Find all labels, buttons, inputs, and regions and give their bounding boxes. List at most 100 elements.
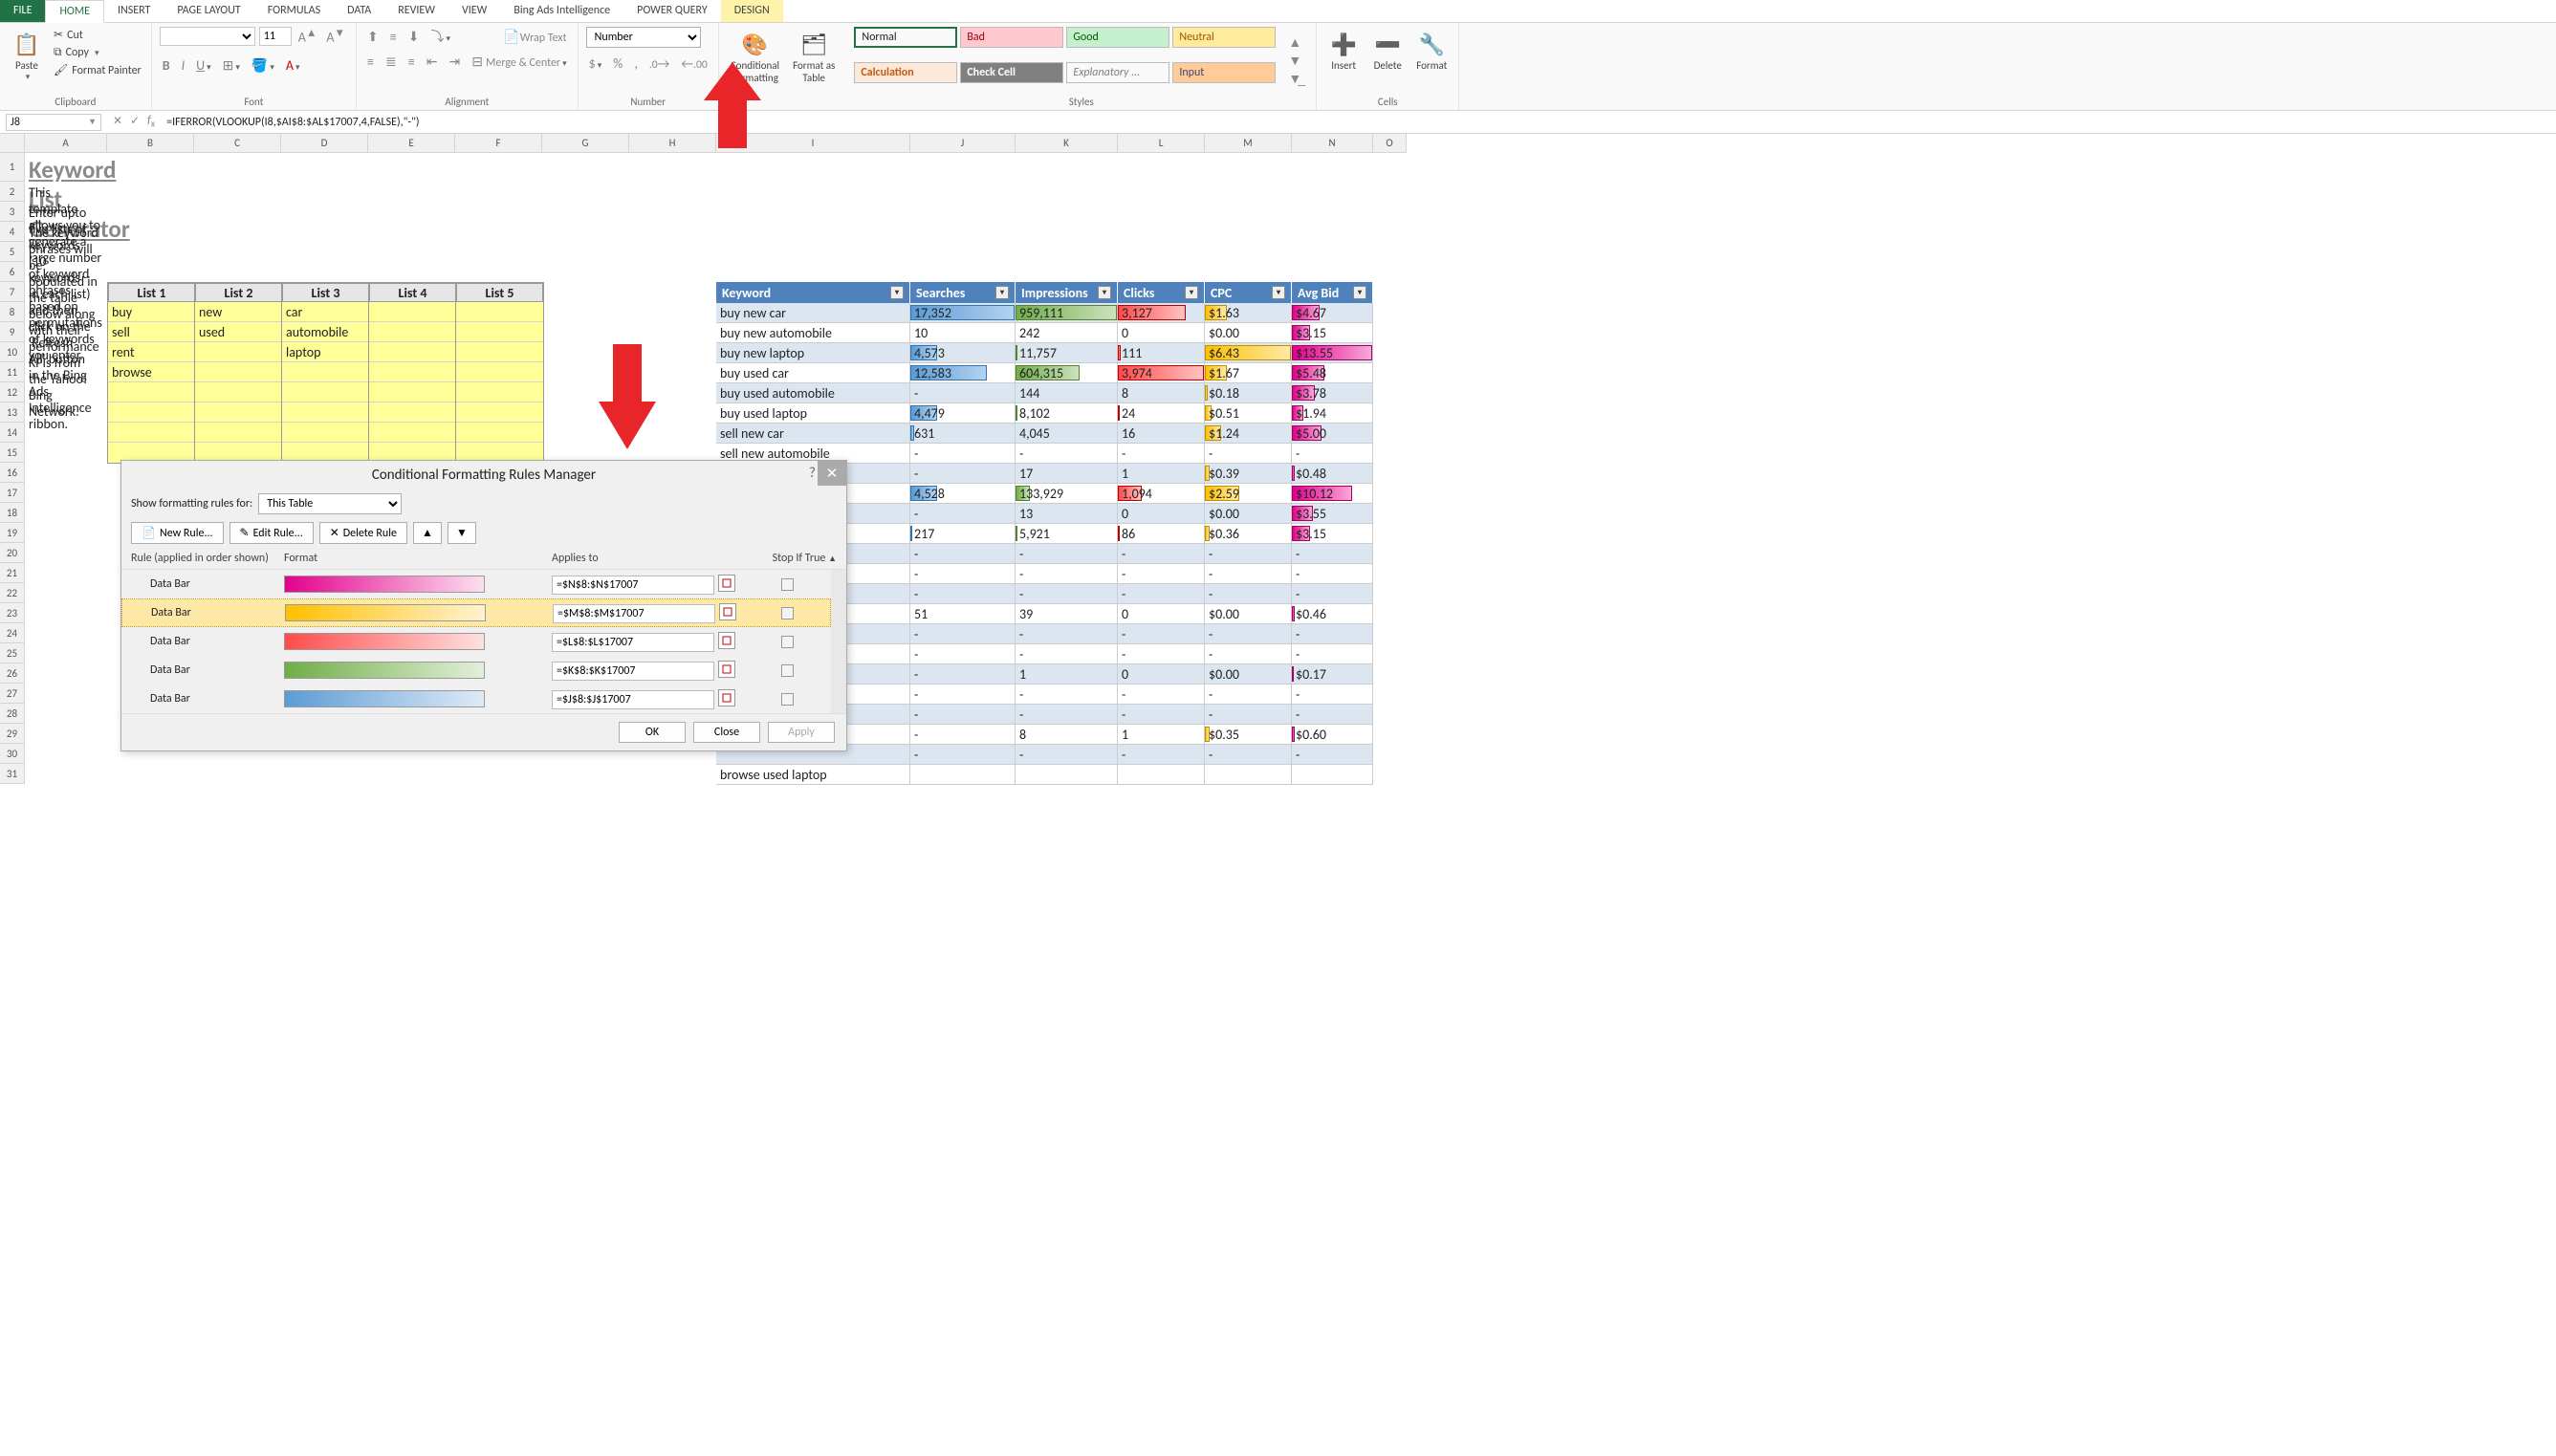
- row-header-18[interactable]: 18: [0, 503, 25, 523]
- style-gallery[interactable]: Normal Bad Good Neutral Calculation Chec…: [854, 27, 1276, 94]
- data-cell[interactable]: 0: [1118, 604, 1205, 624]
- row-header-19[interactable]: 19: [0, 523, 25, 543]
- row-header-1[interactable]: 1: [0, 153, 25, 182]
- dt-header-keyword[interactable]: Keyword▾: [716, 282, 910, 303]
- data-cell[interactable]: -: [910, 584, 1016, 604]
- font-color-button[interactable]: A▾: [283, 57, 303, 74]
- data-cell[interactable]: 0: [1118, 504, 1205, 524]
- stop-if-true-checkbox[interactable]: [781, 607, 794, 619]
- stop-if-true-checkbox[interactable]: [781, 578, 794, 591]
- data-cell[interactable]: 1: [1016, 664, 1118, 685]
- list-cell[interactable]: [108, 402, 194, 423]
- table-row[interactable]: buy new car17,352959,1113,127$1.63$4.67: [716, 303, 1373, 323]
- data-cell[interactable]: -: [1118, 624, 1205, 644]
- style-scroll-down[interactable]: ▼: [1285, 53, 1304, 69]
- tab-power-query[interactable]: POWER QUERY: [623, 0, 721, 22]
- data-cell[interactable]: $0.36: [1205, 524, 1292, 544]
- align-middle-button[interactable]: ≡: [387, 29, 400, 45]
- paste-button[interactable]: 📋 Paste ▾: [8, 27, 46, 94]
- data-cell[interactable]: 1,094: [1118, 484, 1205, 504]
- data-cell[interactable]: -: [1292, 564, 1373, 584]
- col-header-M[interactable]: M: [1205, 134, 1292, 153]
- list-cell[interactable]: [195, 362, 281, 382]
- filter-icon[interactable]: ▾: [1185, 286, 1198, 299]
- data-cell[interactable]: 4,479: [910, 403, 1016, 424]
- row-header-6[interactable]: 6: [0, 262, 25, 282]
- row-header-7[interactable]: 7: [0, 282, 25, 302]
- data-cell[interactable]: 11,757: [1016, 343, 1118, 363]
- stop-if-true-checkbox[interactable]: [781, 693, 794, 706]
- range-selector-button[interactable]: [718, 689, 735, 706]
- format-cells-button[interactable]: 🔧Format: [1412, 27, 1451, 94]
- data-cell[interactable]: -: [1205, 544, 1292, 564]
- list-cell[interactable]: [456, 362, 543, 382]
- data-cell[interactable]: -: [1118, 685, 1205, 705]
- style-normal[interactable]: Normal: [854, 27, 957, 48]
- data-cell[interactable]: 133,929: [1016, 484, 1118, 504]
- rule-row[interactable]: Data Bar: [121, 627, 831, 656]
- list-cell[interactable]: [369, 342, 455, 362]
- list-cell[interactable]: [369, 362, 455, 382]
- rule-row[interactable]: Data Bar: [121, 598, 831, 627]
- orientation-button[interactable]: ⤵▾: [428, 27, 454, 46]
- style-more[interactable]: ▼̲: [1285, 71, 1304, 87]
- range-selector-button[interactable]: [718, 661, 735, 678]
- row-header-13[interactable]: 13: [0, 402, 25, 423]
- align-top-button[interactable]: ⬆: [364, 29, 382, 45]
- list-cell[interactable]: [108, 423, 194, 443]
- data-cell[interactable]: [1016, 765, 1118, 785]
- data-cell[interactable]: 4,528: [910, 484, 1016, 504]
- list-cell[interactable]: [456, 402, 543, 423]
- rule-row[interactable]: Data Bar: [121, 685, 831, 713]
- row-header-14[interactable]: 14: [0, 423, 25, 443]
- col-header-F[interactable]: F: [455, 134, 542, 153]
- row-header-8[interactable]: 8: [0, 302, 25, 322]
- align-center-button[interactable]: ≣: [382, 54, 400, 70]
- data-cell[interactable]: $0.48: [1292, 464, 1373, 484]
- select-all-corner[interactable]: [0, 134, 25, 153]
- tab-insert[interactable]: INSERT: [104, 0, 164, 22]
- col-header-J[interactable]: J: [910, 134, 1016, 153]
- indent-inc-button[interactable]: ⇥: [446, 54, 463, 70]
- list-cell[interactable]: [282, 402, 368, 423]
- table-row[interactable]: sell new car6314,04516$1.24$5.00: [716, 424, 1373, 444]
- data-cell[interactable]: $0.51: [1205, 403, 1292, 424]
- list-cell[interactable]: [456, 342, 543, 362]
- filter-icon[interactable]: ▾: [890, 286, 904, 299]
- insert-cells-button[interactable]: ➕Insert: [1324, 27, 1363, 94]
- data-cell[interactable]: $0.17: [1292, 664, 1373, 685]
- row-header-10[interactable]: 10: [0, 342, 25, 362]
- show-rules-for-dropdown[interactable]: This Table: [258, 493, 402, 514]
- data-cell[interactable]: -: [1016, 705, 1118, 725]
- tab-data[interactable]: DATA: [334, 0, 384, 22]
- edit-rule-button[interactable]: ✎Edit Rule...: [229, 522, 314, 544]
- data-cell[interactable]: 217: [910, 524, 1016, 544]
- data-cell[interactable]: 111: [1118, 343, 1205, 363]
- data-cell[interactable]: -: [1205, 584, 1292, 604]
- data-cell[interactable]: -: [1016, 444, 1118, 464]
- row-header-28[interactable]: 28: [0, 704, 25, 724]
- tab-design[interactable]: DESIGN: [721, 0, 783, 22]
- data-cell[interactable]: -: [1016, 584, 1118, 604]
- cut-button[interactable]: ✂Cut: [52, 27, 143, 43]
- range-selector-button[interactable]: [719, 603, 736, 620]
- row-header-20[interactable]: 20: [0, 543, 25, 563]
- data-cell[interactable]: $5.00: [1292, 424, 1373, 444]
- fx-icon[interactable]: fx: [147, 114, 155, 129]
- data-cell[interactable]: [1292, 765, 1373, 785]
- percent-button[interactable]: %: [610, 55, 625, 72]
- data-cell[interactable]: 13: [1016, 504, 1118, 524]
- data-cell[interactable]: 24: [1118, 403, 1205, 424]
- tab-page-layout[interactable]: PAGE LAYOUT: [164, 0, 253, 22]
- data-cell[interactable]: $1.24: [1205, 424, 1292, 444]
- underline-button[interactable]: U▾: [193, 57, 214, 74]
- data-cell[interactable]: -: [910, 644, 1016, 664]
- dialog-close-btn[interactable]: Close: [693, 722, 760, 743]
- filter-icon[interactable]: ▾: [1272, 286, 1285, 299]
- list-cell[interactable]: browse: [108, 362, 194, 382]
- list-cell[interactable]: [195, 342, 281, 362]
- list-cell[interactable]: [282, 382, 368, 402]
- data-cell[interactable]: 4,045: [1016, 424, 1118, 444]
- col-header-N[interactable]: N: [1292, 134, 1373, 153]
- data-cell[interactable]: $0.00: [1205, 504, 1292, 524]
